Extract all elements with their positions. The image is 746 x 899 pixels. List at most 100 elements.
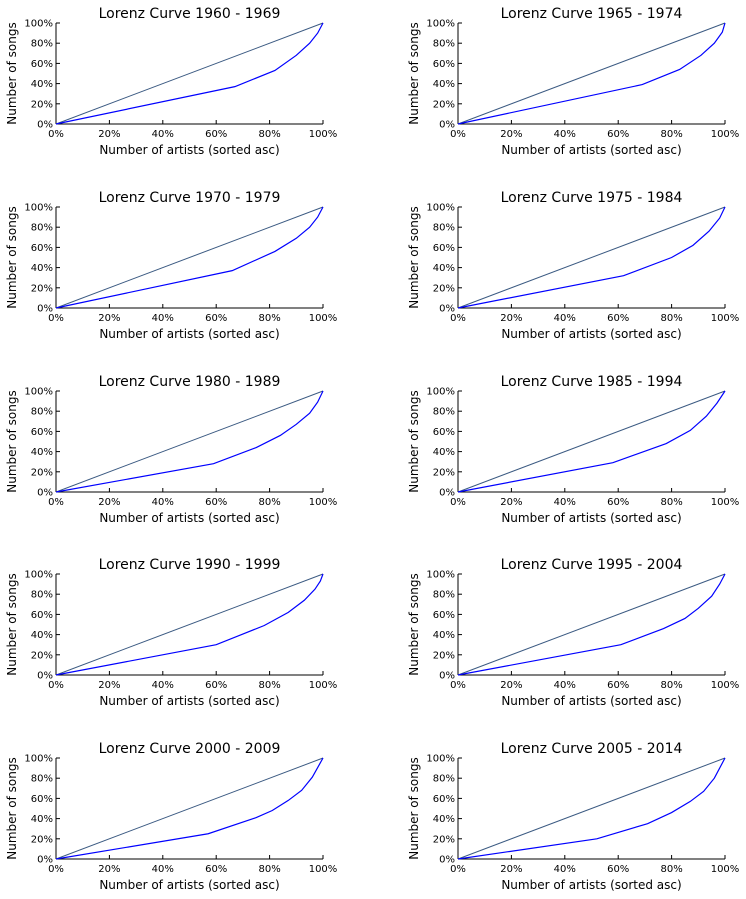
equality-line [55, 206, 324, 309]
y-tick-label: 60% [433, 59, 455, 70]
x-axis-label: Number of artists (sorted asc) [99, 511, 279, 525]
y-tick-label: 20% [433, 99, 455, 110]
x-tick-label: 20% [500, 680, 522, 691]
y-tick-label: 80% [433, 39, 455, 50]
y-tick-label: 0% [37, 304, 53, 315]
x-tick-label: 80% [258, 864, 280, 875]
y-tick-label: 100% [24, 754, 53, 765]
y-tick-label: 80% [433, 223, 455, 234]
lorenz-curve-line [457, 206, 726, 309]
y-tick-label: 100% [426, 754, 455, 765]
y-tick-label: 60% [433, 427, 455, 438]
y-tick-label: 100% [426, 570, 455, 581]
x-tick-label: 40% [152, 129, 174, 140]
x-axis-label: Number of artists (sorted asc) [99, 878, 279, 892]
y-tick-label: 40% [31, 263, 53, 274]
x-tick-label: 100% [711, 864, 740, 875]
y-tick-label: 60% [433, 243, 455, 254]
chart-title: Lorenz Curve 2005 - 2014 [501, 741, 683, 757]
x-tick-label: 100% [711, 497, 740, 508]
equality-line [457, 573, 726, 676]
x-tick-label: 0% [48, 864, 64, 875]
y-tick-label: 60% [31, 610, 53, 621]
y-tick-label: 0% [439, 120, 455, 131]
chart-title: Lorenz Curve 1960 - 1969 [99, 6, 281, 22]
x-tick-label: 40% [554, 497, 576, 508]
x-tick-label: 20% [500, 864, 522, 875]
y-tick-label: 100% [426, 19, 455, 30]
y-tick-label: 80% [433, 774, 455, 785]
y-axis-label: Number of songs [407, 757, 421, 859]
y-axis-label: Number of songs [5, 206, 19, 308]
x-tick-label: 100% [711, 313, 740, 324]
x-tick-label: 80% [660, 129, 682, 140]
x-tick-label: 40% [152, 864, 174, 875]
y-tick-label: 80% [31, 774, 53, 785]
x-tick-label: 60% [607, 864, 629, 875]
x-axis-label: Number of artists (sorted asc) [99, 327, 279, 341]
equality-line [457, 757, 726, 860]
x-tick-label: 60% [607, 497, 629, 508]
y-tick-label: 80% [433, 407, 455, 418]
x-tick-label: 20% [98, 313, 120, 324]
chart-title: Lorenz Curve 1995 - 2004 [501, 557, 683, 573]
x-tick-label: 20% [500, 313, 522, 324]
x-tick-label: 40% [152, 313, 174, 324]
x-tick-label: 40% [554, 680, 576, 691]
x-tick-label: 0% [48, 313, 64, 324]
y-tick-label: 60% [31, 427, 53, 438]
y-axis-label: Number of songs [407, 22, 421, 124]
y-tick-label: 60% [433, 610, 455, 621]
y-tick-label: 100% [24, 19, 53, 30]
x-tick-label: 20% [98, 680, 120, 691]
x-tick-label: 40% [152, 680, 174, 691]
chart-panel: Lorenz Curve 1980 - 1989 0% 20% 40% 60% 80% 10… [5, 374, 337, 525]
x-tick-label: 100% [309, 680, 338, 691]
y-tick-label: 0% [439, 671, 455, 682]
y-axis-label: Number of songs [5, 22, 19, 124]
x-tick-label: 80% [258, 497, 280, 508]
y-tick-label: 0% [37, 120, 53, 131]
equality-line [55, 390, 324, 493]
y-tick-label: 40% [433, 630, 455, 641]
y-axis-label: Number of songs [5, 573, 19, 675]
chart-panel: Lorenz Curve 1975 - 1984 0% 20% 40% 60% 80% 10… [407, 190, 739, 341]
x-tick-label: 80% [258, 680, 280, 691]
y-tick-label: 100% [426, 387, 455, 398]
y-tick-label: 60% [31, 794, 53, 805]
equality-line [457, 390, 726, 493]
chart-panel: Lorenz Curve 1995 - 2004 0% 20% 40% 60% 80% 10… [407, 557, 739, 708]
chart-panel: Lorenz Curve 2005 - 2014 0% 20% 40% 60% 80% 10… [407, 741, 739, 892]
x-tick-label: 40% [554, 129, 576, 140]
y-tick-label: 60% [433, 794, 455, 805]
equality-line [55, 757, 324, 860]
x-axis-label: Number of artists (sorted asc) [501, 511, 681, 525]
x-tick-label: 60% [607, 313, 629, 324]
y-tick-label: 0% [37, 855, 53, 866]
lorenz-curve-line [55, 206, 324, 309]
y-tick-label: 0% [439, 304, 455, 315]
y-tick-label: 80% [31, 223, 53, 234]
y-tick-label: 40% [31, 79, 53, 90]
x-axis-label: Number of artists (sorted asc) [99, 143, 279, 157]
equality-line [457, 22, 726, 125]
x-tick-label: 80% [660, 313, 682, 324]
y-axis-label: Number of songs [5, 390, 19, 492]
y-tick-label: 40% [433, 79, 455, 90]
x-axis-label: Number of artists (sorted asc) [501, 694, 681, 708]
y-tick-label: 100% [426, 203, 455, 214]
y-tick-label: 40% [433, 263, 455, 274]
y-tick-label: 0% [439, 855, 455, 866]
y-tick-label: 80% [31, 407, 53, 418]
chart-panel: Lorenz Curve 1970 - 1979 0% 20% 40% 60% 80% 10… [5, 190, 337, 341]
x-tick-label: 100% [711, 129, 740, 140]
y-axis-label: Number of songs [407, 206, 421, 308]
x-tick-label: 60% [607, 129, 629, 140]
y-tick-label: 20% [433, 283, 455, 294]
x-tick-label: 100% [309, 864, 338, 875]
y-tick-label: 20% [31, 650, 53, 661]
y-tick-label: 80% [31, 39, 53, 50]
x-tick-label: 100% [309, 497, 338, 508]
x-tick-label: 40% [152, 497, 174, 508]
